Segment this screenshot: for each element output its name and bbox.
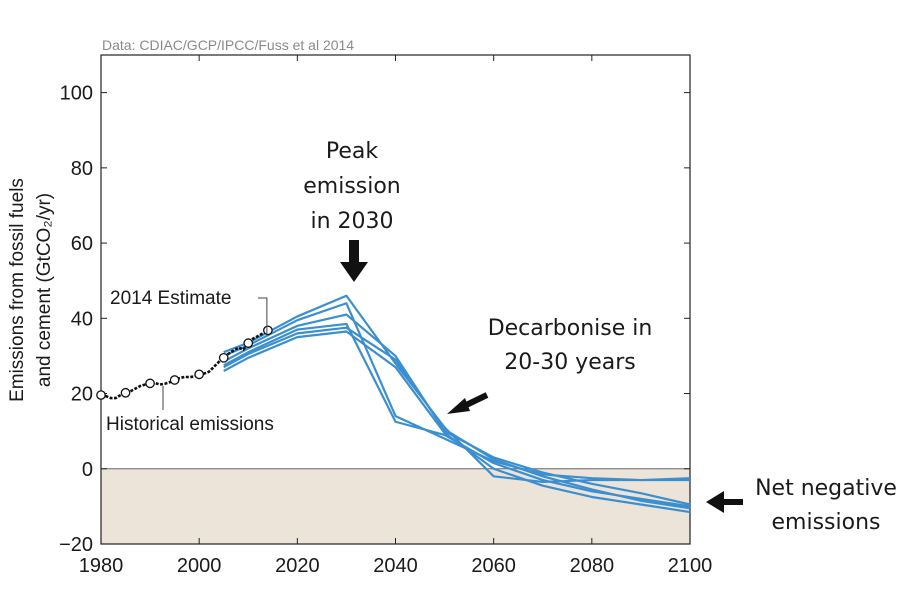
estimate-leader [258, 297, 268, 336]
historical-marker [263, 325, 273, 336]
y-tick-label: 40 [71, 308, 93, 330]
historical-marker [243, 338, 254, 348]
peak-annotation-line2: emission [303, 174, 401, 199]
y-tick-label: 80 [71, 158, 93, 180]
y-axis-label-line2: and cement (GtCO₂/yr) [34, 193, 55, 387]
y-tick-label: 60 [71, 233, 93, 255]
peak-annotation-line1: Peak [326, 139, 378, 164]
scenario-line [223, 302, 690, 482]
y-axis-label-line1: Emissions from fossil fuels [7, 178, 28, 402]
scenario-lines [223, 294, 691, 514]
axis-ticks: 1980 2000 2020 2040 2060 2080 2100−20020406080… [59, 55, 712, 577]
net-negative-region [101, 468, 690, 544]
y-tick-label: 100 [60, 83, 93, 105]
scenario-line [223, 326, 691, 510]
left-arrow-icon [706, 491, 743, 513]
historical-emissions-label: Historical emissions [106, 414, 274, 435]
x-tick-label: 2040 [373, 555, 418, 577]
negative-annotation-line2: emissions [772, 510, 881, 535]
diagonal-arrow-icon [447, 392, 489, 414]
x-tick-label: 2000 [177, 555, 222, 577]
x-tick-label: 2100 [668, 555, 713, 577]
historical-marker [120, 387, 131, 398]
down-arrow-icon [340, 240, 368, 282]
historical-marker [96, 390, 106, 400]
scenario-line [223, 313, 691, 506]
x-tick-label: 2060 [471, 555, 516, 577]
label-leaders [162, 297, 268, 410]
scenario-line [223, 330, 691, 514]
negative-annotation-line1: Net negative [755, 476, 897, 501]
peak-annotation-line3: in 2030 [310, 209, 393, 234]
historical-marker [145, 378, 155, 389]
x-tick-label: 2080 [570, 555, 615, 577]
y-tick-label: 20 [71, 384, 93, 406]
historical-series [96, 325, 273, 400]
decarbonise-annotation-line2: 20-30 years [504, 350, 635, 375]
y-tick-label: −20 [59, 534, 93, 556]
estimate-label: 2014 Estimate [110, 288, 231, 309]
x-tick-label: 2020 [275, 555, 320, 577]
decarbonise-annotation-line1: Decarbonise in [488, 316, 653, 341]
historical-marker [194, 369, 205, 380]
source-note: Data: CDIAC/GCP/IPCC/Fuss et al 2014 [102, 37, 354, 53]
x-tick-label: 1980 [79, 555, 124, 577]
historical-marker [218, 352, 229, 363]
historical-marker [169, 375, 180, 385]
historical-line [100, 329, 269, 400]
y-tick-label: 0 [82, 459, 93, 481]
